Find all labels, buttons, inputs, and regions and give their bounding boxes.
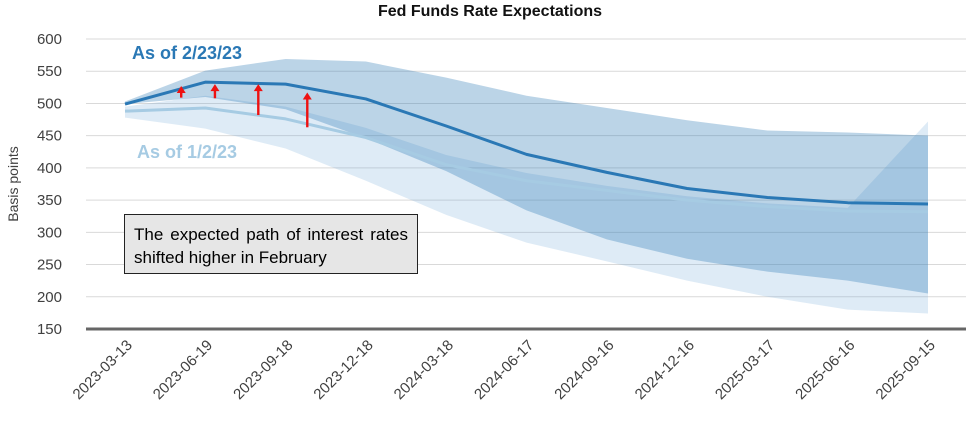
- x-tick-label: 2023-09-18: [230, 337, 296, 403]
- y-axis-label: Basis points: [5, 146, 21, 221]
- y-tick-label: 450: [37, 128, 62, 145]
- x-tick-label: 2023-12-18: [310, 337, 376, 403]
- y-tick-label: 550: [37, 63, 62, 80]
- y-tick-label: 250: [37, 257, 62, 274]
- y-tick-labels: 150 200 250 300 350 400 450 500 550 600: [37, 31, 62, 338]
- y-tick-label: 350: [37, 192, 62, 209]
- series-label-feb: As of 2/23/23: [132, 43, 242, 63]
- shift-arrow-head: [176, 86, 186, 94]
- shift-arrows: [176, 84, 312, 128]
- x-tick-label: 2023-03-13: [70, 337, 136, 403]
- x-tick-label: 2024-06-17: [471, 337, 537, 403]
- shift-arrow-head: [210, 84, 220, 92]
- x-tick-label: 2024-09-16: [551, 337, 617, 403]
- y-tick-label: 300: [37, 224, 62, 241]
- x-tick-label: 2025-06-16: [792, 337, 858, 403]
- y-tick-label: 400: [37, 160, 62, 177]
- x-tick-label: 2025-03-17: [712, 337, 778, 403]
- shift-arrow-head: [253, 84, 263, 92]
- shift-arrow-head: [302, 92, 312, 100]
- x-tick-label: 2024-12-16: [632, 337, 698, 403]
- x-tick-label: 2025-09-15: [873, 337, 939, 403]
- y-tick-label: 150: [37, 321, 62, 338]
- uncertainty-bands: [125, 58, 928, 314]
- series-label-jan: As of 1/2/23: [137, 142, 237, 162]
- annotation-box: The expected path of interest rates shif…: [124, 214, 418, 274]
- y-tick-label: 500: [37, 95, 62, 112]
- band-jan: [125, 95, 928, 314]
- series-lines: [124, 80, 929, 214]
- x-tick-label: 2024-03-18: [391, 337, 457, 403]
- x-tick-labels: 2023-03-13 2023-06-19 2023-09-18 2023-12-18…: [70, 337, 939, 403]
- band-feb: [125, 58, 928, 294]
- y-tick-label: 600: [37, 31, 62, 48]
- x-tick-label: 2023-06-19: [150, 337, 216, 403]
- y-tick-label: 200: [37, 289, 62, 306]
- chart-title: Fed Funds Rate Expectations: [378, 3, 602, 20]
